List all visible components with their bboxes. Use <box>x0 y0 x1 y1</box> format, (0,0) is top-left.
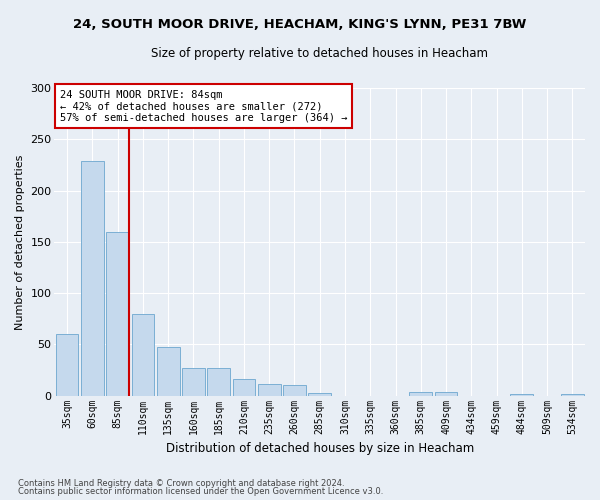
Bar <box>157 348 179 396</box>
Bar <box>561 394 584 396</box>
Text: Contains public sector information licensed under the Open Government Licence v3: Contains public sector information licen… <box>18 487 383 496</box>
Bar <box>511 394 533 396</box>
Y-axis label: Number of detached properties: Number of detached properties <box>15 154 25 330</box>
X-axis label: Distribution of detached houses by size in Heacham: Distribution of detached houses by size … <box>166 442 474 455</box>
Text: 24, SOUTH MOOR DRIVE, HEACHAM, KING'S LYNN, PE31 7BW: 24, SOUTH MOOR DRIVE, HEACHAM, KING'S LY… <box>73 18 527 30</box>
Bar <box>434 392 457 396</box>
Bar <box>182 368 205 396</box>
Text: Contains HM Land Registry data © Crown copyright and database right 2024.: Contains HM Land Registry data © Crown c… <box>18 478 344 488</box>
Bar <box>233 379 256 396</box>
Bar <box>131 314 154 396</box>
Bar <box>56 334 79 396</box>
Bar <box>409 392 432 396</box>
Title: Size of property relative to detached houses in Heacham: Size of property relative to detached ho… <box>151 48 488 60</box>
Bar <box>106 232 129 396</box>
Bar <box>81 161 104 396</box>
Bar <box>258 384 281 396</box>
Bar <box>308 392 331 396</box>
Text: 24 SOUTH MOOR DRIVE: 84sqm
← 42% of detached houses are smaller (272)
57% of sem: 24 SOUTH MOOR DRIVE: 84sqm ← 42% of deta… <box>60 90 347 123</box>
Bar <box>283 386 306 396</box>
Bar <box>208 368 230 396</box>
